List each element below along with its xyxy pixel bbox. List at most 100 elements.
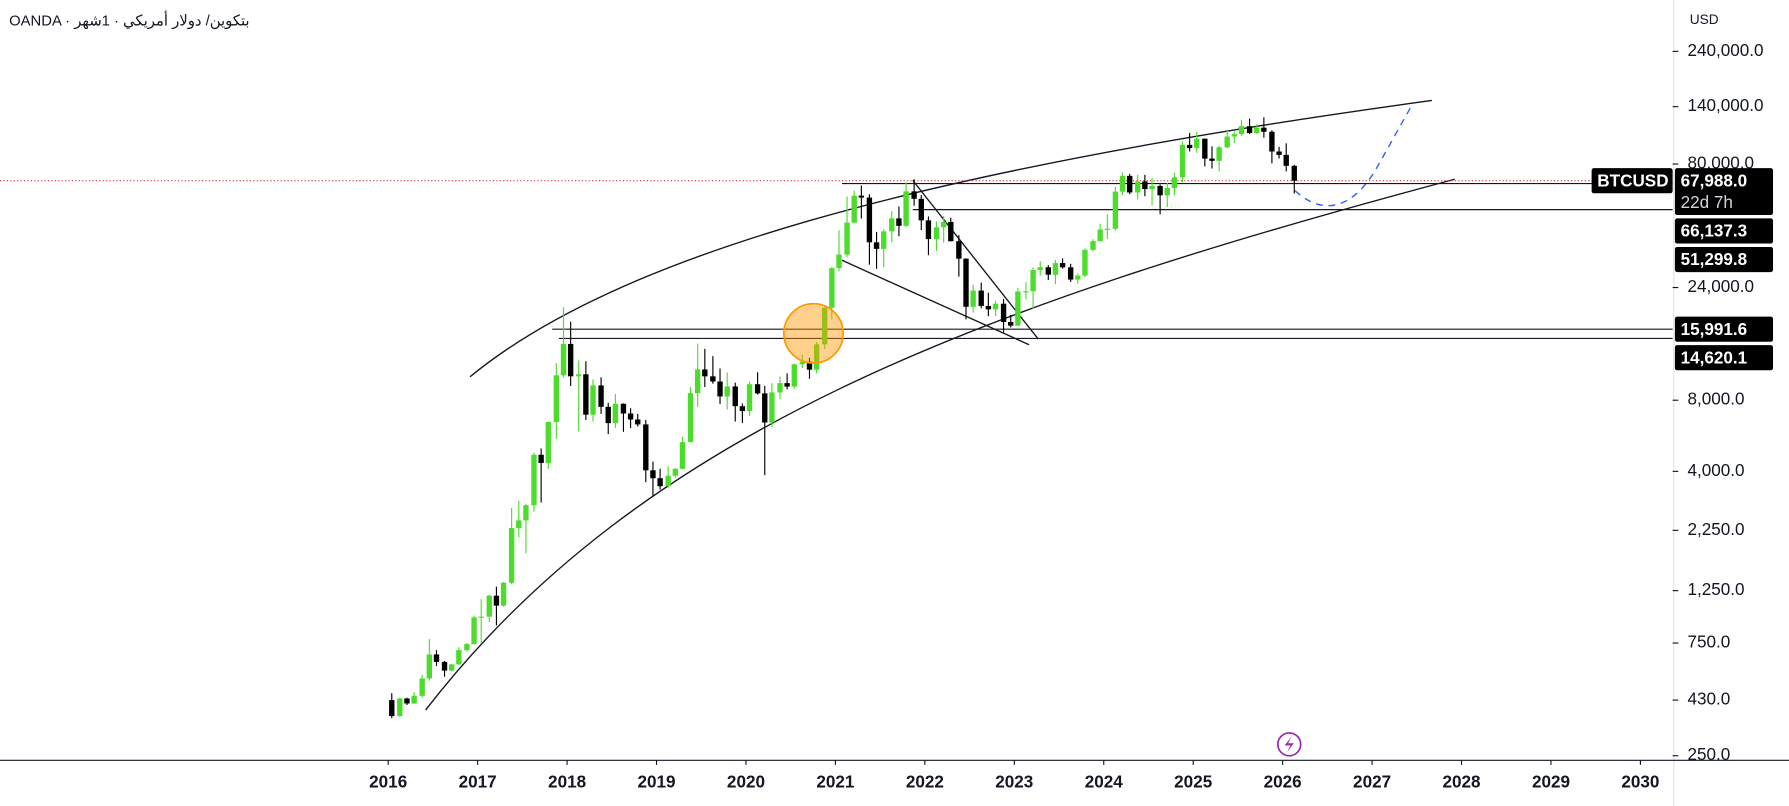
y-tick-label: 250.0 (1687, 745, 1730, 764)
candle-body (873, 242, 880, 249)
candle-body (665, 475, 671, 487)
candle-body (940, 221, 947, 228)
candle-body (576, 374, 582, 377)
candle-body (992, 303, 999, 310)
candle-body (858, 195, 865, 198)
candle-body (754, 384, 761, 394)
chart-title: OANDA · بتكوين/ دولار أمريكي · 1شهر (9, 11, 249, 30)
price-line-label-box (1674, 218, 1774, 244)
candle-body (598, 385, 604, 407)
y-tick-label: 750.0 (1687, 633, 1730, 652)
currency-label: USD (1690, 12, 1719, 27)
candle-body (657, 478, 663, 487)
candle-body (903, 191, 909, 226)
last-price-name-box (1591, 168, 1673, 194)
upper-arc (469, 99, 1432, 378)
candle-body (635, 419, 641, 425)
y-tick-label: 2,250.0 (1687, 520, 1744, 539)
candle-body (1037, 267, 1043, 270)
candle-body (1179, 144, 1186, 178)
candle-body (1112, 191, 1119, 229)
candle-body (500, 582, 507, 606)
candle-body (933, 227, 940, 240)
candle-body (620, 403, 627, 414)
candle-body (397, 698, 403, 717)
candle-body (1186, 144, 1193, 149)
candle-body (538, 454, 544, 463)
candle-body (1261, 127, 1267, 132)
x-tick-label: 2017 (459, 773, 497, 792)
price-line-label: 14,620.1 (1681, 348, 1748, 367)
candle-body (560, 343, 567, 376)
candle-body (1023, 291, 1029, 293)
candle-body (978, 290, 984, 306)
x-tick-label: 2025 (1174, 773, 1213, 792)
candle-body (1045, 267, 1051, 275)
candle-body (567, 343, 574, 377)
candle-body (836, 254, 842, 269)
candle-body (1276, 151, 1282, 155)
x-tick-label: 2020 (727, 773, 765, 792)
x-tick-label: 2016 (369, 773, 407, 792)
candle-body (433, 654, 440, 662)
candle-body (1000, 303, 1007, 323)
candle-body (1067, 267, 1074, 280)
candle-body (650, 470, 656, 479)
x-tick-label: 2028 (1443, 773, 1481, 792)
candle-body (739, 406, 746, 412)
candle-body (545, 422, 551, 463)
countdown: 22d 7h (1681, 193, 1733, 212)
x-tick-label: 2029 (1532, 773, 1570, 792)
candle-body (694, 369, 701, 394)
candle-body (1283, 154, 1289, 166)
price-line-label: 15,991.6 (1681, 320, 1748, 339)
candle-body (784, 383, 790, 387)
candle-body (1008, 322, 1014, 326)
candle-body (605, 406, 611, 424)
candle-body (449, 664, 455, 671)
x-tick-label: 2027 (1353, 773, 1391, 792)
candle-body (643, 424, 649, 471)
candle-body (844, 222, 850, 255)
candle-body (896, 218, 902, 226)
candle-body (553, 375, 560, 423)
candle-body (948, 221, 954, 242)
icon[interactable] (1277, 732, 1302, 757)
candle-body (523, 505, 529, 521)
projection (1294, 105, 1412, 207)
y-tick-label: 430.0 (1687, 690, 1730, 709)
y-tick-label: 140,000.0 (1687, 96, 1763, 115)
price-line-label: 51,299.8 (1681, 250, 1748, 269)
candle-body (1104, 228, 1111, 230)
candle-body (702, 369, 708, 377)
x-tick-label: 2023 (995, 773, 1033, 792)
candle-body (881, 231, 887, 249)
candle-body (889, 218, 895, 232)
candle-body (918, 198, 924, 221)
candle-body (970, 290, 976, 307)
price-line-label: 66,137.3 (1681, 222, 1748, 241)
candle-body (1082, 249, 1088, 276)
candle-body (1149, 185, 1155, 190)
candle-body (732, 386, 738, 407)
candle-body (1224, 136, 1230, 148)
candle-body (822, 307, 828, 345)
candle-body (1209, 158, 1215, 161)
last-price-label: 67,988.0 (1681, 171, 1748, 190)
candle-body (404, 698, 410, 704)
last-price-name: BTCUSD (1597, 171, 1668, 190)
candle-body (1090, 241, 1096, 250)
candle-body (851, 195, 857, 223)
candle-body (419, 678, 425, 696)
candle-body (1194, 138, 1200, 149)
candle-body (1269, 131, 1275, 152)
drawings (425, 99, 1455, 711)
trend-line (841, 259, 1030, 346)
candle-body (963, 258, 969, 307)
x-tick-label: 2021 (816, 773, 855, 792)
y-tick-label: 240,000.0 (1687, 41, 1763, 60)
candle-body (426, 654, 433, 679)
